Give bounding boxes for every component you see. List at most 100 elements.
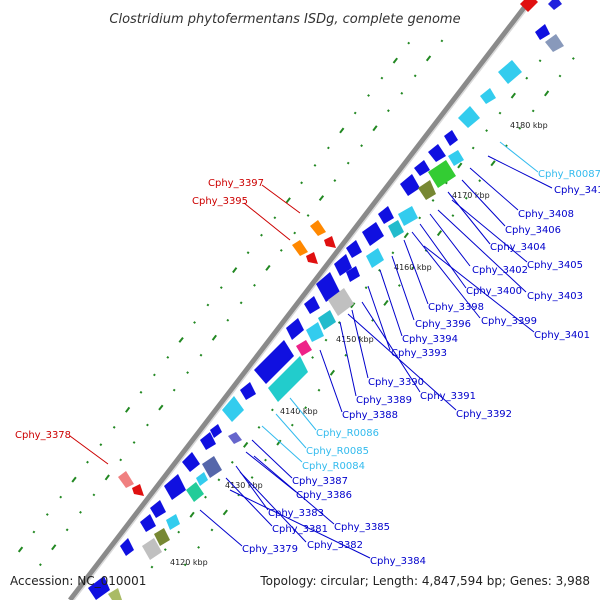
gene-label-reverse[interactable]: Cphy_3396 [415,319,471,330]
gc-dot [39,563,42,567]
gene-arrow-reverse[interactable] [316,272,340,302]
gene-block[interactable] [328,288,354,316]
gene-label-reverse[interactable]: Cphy_3393 [391,348,447,359]
gc-dot [300,181,304,185]
gene-arrow-reverse[interactable] [120,538,134,556]
gene-label-reverse[interactable]: Cphy_3388 [342,410,398,421]
gene-block[interactable] [388,220,404,238]
gene-label-reverse[interactable]: Cphy_3394 [402,334,458,345]
gene-block[interactable] [202,456,222,478]
gene-arrow-forward[interactable] [310,220,326,236]
gene-label-rna[interactable]: Cphy_R0086 [316,428,379,439]
gene-arrow-forward[interactable] [292,240,308,256]
gene-block[interactable] [306,322,324,342]
gc-dot [250,476,254,479]
gene-arrow-reverse[interactable] [182,452,200,472]
gene-label-reverse[interactable]: Cphy_3382 [307,540,363,551]
gene-arrow-reverse[interactable] [286,318,304,340]
gene-label-reverse[interactable]: Cphy_3379 [242,544,298,555]
gene-label-forward[interactable]: Cphy_3397 [208,178,264,189]
gene-label-reverse[interactable]: Cphy_3385 [334,522,390,533]
gene-block[interactable] [196,472,208,486]
gene-block[interactable] [318,310,336,330]
gene-block[interactable] [228,432,242,444]
gene-arrow-reverse[interactable] [254,340,294,384]
gene-label-reverse[interactable]: Cphy_3386 [296,490,352,501]
gene-arrow-reverse[interactable] [458,106,480,128]
gene-label-rna[interactable]: Cphy_R0085 [306,446,369,457]
gene-arrow-reverse[interactable] [164,474,186,500]
gene-arrow-reverse[interactable] [400,174,420,196]
gc-dot [79,510,82,514]
gene-arrow-forward[interactable] [324,236,336,248]
gene-block[interactable] [268,356,308,402]
gene-arrow-reverse[interactable] [140,514,156,532]
gene-arrow-forward[interactable] [520,0,538,12]
gene-arrow-reverse[interactable] [88,576,110,600]
gene-arrow-reverse[interactable] [334,254,352,276]
gene-label-reverse[interactable]: Cphy_3384 [370,556,426,567]
gc-dot [193,321,196,324]
gene-label-rna[interactable]: Cphy_R0087 [538,169,600,180]
gc-dot [219,286,223,289]
gene-arrow-reverse[interactable] [535,24,550,40]
gene-label-forward[interactable]: Cphy_3378 [15,430,71,441]
gene-label-reverse[interactable]: Cphy_3391 [420,391,476,402]
gene-label-rna[interactable]: Cphy_R0084 [302,461,365,472]
gene-label-reverse[interactable]: Cphy_3402 [472,265,528,276]
gene-label-reverse[interactable]: Cphy_3403 [527,291,583,302]
gene-block[interactable] [398,206,418,226]
gene-label-reverse[interactable]: Cphy_3392 [456,409,512,420]
gene-arrow-forward[interactable] [306,252,318,264]
gc-dot [431,198,435,202]
gene-label-reverse[interactable]: Cphy_3387 [292,476,348,487]
gene-label-reverse[interactable]: Cphy_3383 [268,508,324,519]
gene-label-reverse[interactable]: Cphy_3401 [534,330,590,341]
gene-block[interactable] [366,248,384,268]
gene-arrow-reverse[interactable] [362,222,384,246]
gene-block[interactable] [448,150,464,166]
gene-block[interactable] [428,160,456,188]
gene-arrow-forward[interactable] [132,484,144,496]
gene-label-reverse[interactable]: Cphy_3381 [272,524,328,535]
gene-block[interactable] [166,514,180,530]
gene-arrow-reverse[interactable] [444,130,458,146]
gene-block[interactable] [346,266,360,282]
gc-dot [99,443,103,447]
gene-block[interactable] [142,538,162,560]
gene-arrow-reverse[interactable] [414,160,430,176]
gene-block[interactable] [296,340,312,356]
gene-label-reverse[interactable]: Cphy_3390 [368,377,424,388]
gene-block[interactable] [108,588,122,600]
gene-arrow-forward[interactable] [118,471,134,488]
gene-arrow-reverse[interactable] [240,382,256,400]
gene-arrow-forward[interactable] [548,0,562,10]
gene-label-reverse[interactable]: Cphy_3406 [505,225,561,236]
gene-arrow-reverse[interactable] [545,34,564,52]
gene-arrow-reverse[interactable] [200,432,216,450]
gene-arrow-reverse[interactable] [304,296,320,314]
gc-dot [436,230,443,237]
gene-arrow-reverse[interactable] [210,424,222,438]
gene-label-forward[interactable]: Cphy_3395 [192,196,248,207]
gene-arrow-reverse[interactable] [222,396,244,422]
gc-dot [407,41,411,45]
gene-label-reverse[interactable]: Cphy_3398 [428,302,484,313]
gene-arrow-reverse[interactable] [378,206,394,224]
gene-arrow-reverse[interactable] [346,240,362,258]
gene-label-reverse[interactable]: Cphy_3399 [481,316,537,327]
gene-label-reverse[interactable]: Cphy_3408 [518,209,574,220]
gene-block[interactable] [154,528,170,546]
gene-label-reverse[interactable]: Cphy_3410 [554,185,600,196]
gene-arrow-reverse[interactable] [498,60,522,84]
scale-tick: 4170 kbp [452,191,490,200]
gene-label-reverse[interactable]: Cphy_3389 [356,395,412,406]
gene-arrow-reverse[interactable] [150,500,166,518]
gene-arrow-reverse[interactable] [480,88,496,104]
gene-label-reverse[interactable]: Cphy_3400 [466,286,522,297]
gene-block[interactable] [186,482,204,502]
gene-label-reverse[interactable]: Cphy_3405 [527,260,583,271]
gene-label-reverse[interactable]: Cphy_3404 [490,242,546,253]
gene-block[interactable] [418,180,436,200]
gene-arrow-reverse[interactable] [428,144,446,162]
